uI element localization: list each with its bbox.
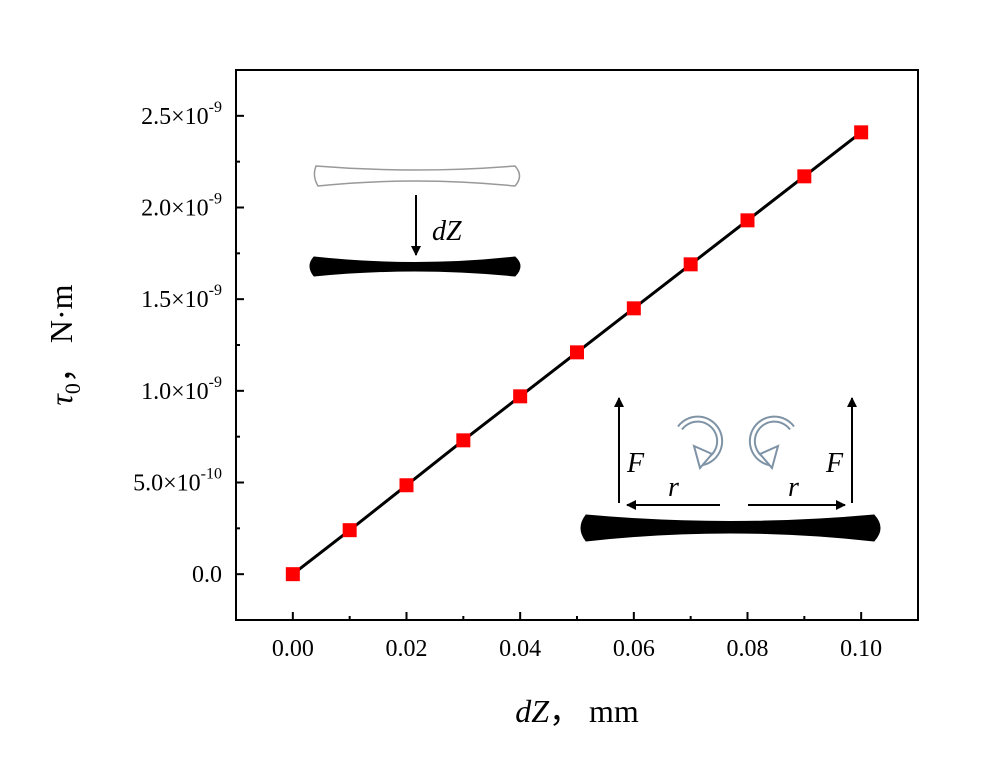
y-axis-title: τ0， N·m	[43, 284, 85, 405]
data-point	[626, 301, 641, 316]
y-tick-mantissa: 2.5×10	[141, 104, 209, 130]
y-tick-label: 2.0×10-9	[141, 191, 222, 222]
x-axis-unit: ， mm	[549, 693, 639, 729]
x-tick-label: 0.06	[613, 636, 655, 662]
y-tick-mantissa: 5.0×10	[133, 471, 201, 497]
x-tick-label: 0.08	[727, 636, 769, 662]
undeformed-beam-outline	[313, 165, 521, 187]
x-axis-title: dZ， mm	[515, 693, 639, 729]
y-axis-subscript: 0	[60, 383, 85, 394]
y-tick-label: 0.0	[192, 562, 222, 588]
data-point	[342, 523, 357, 538]
y-tick-exponent: -9	[209, 374, 222, 391]
deformed-beam	[309, 256, 521, 277]
y-tick-mantissa: 1.0×10	[141, 379, 209, 405]
displacement-label: dZ	[432, 216, 462, 247]
data-point	[740, 213, 755, 228]
y-tick-mantissa: 0.0	[192, 562, 222, 588]
x-tick-label: 0.02	[386, 636, 428, 662]
y-axis-ticks: 0.05.0×10-101.0×10-91.5×10-92.0×10-92.5×…	[133, 99, 244, 588]
y-tick-exponent: -9	[209, 282, 222, 299]
x-axis-ticks: 0.00 0.02 0.04 0.06 0.08 0.10	[272, 612, 882, 662]
y-tick-mantissa: 1.5×10	[141, 287, 209, 313]
y-tick-exponent: -10	[201, 466, 222, 483]
radius-label-right: r	[788, 472, 799, 503]
x-axis-variable: dZ	[515, 693, 550, 729]
force-label-right: F	[825, 448, 844, 479]
beam-under-torque	[580, 514, 881, 542]
y-tick-label: 1.0×10-9	[141, 374, 222, 405]
data-point	[513, 389, 528, 404]
data-point	[854, 125, 869, 140]
y-tick-mantissa: 2.0×10	[141, 196, 209, 222]
data-point	[570, 345, 584, 360]
inset-torque-schematic: F F r r	[580, 397, 881, 542]
force-label-left: F	[626, 448, 645, 479]
x-tick-label: 0.10	[840, 636, 882, 662]
y-tick-exponent: -9	[209, 191, 222, 208]
y-tick-label: 5.0×10-10	[133, 466, 222, 497]
series-markers	[285, 125, 869, 582]
y-axis-unit: ， N·m	[43, 284, 79, 383]
y-tick-label: 2.5×10-9	[141, 99, 222, 130]
y-tick-label: 1.5×10-9	[141, 282, 222, 313]
data-point	[285, 567, 300, 582]
x-tick-label: 0.00	[272, 636, 314, 662]
data-point	[797, 169, 812, 184]
data-point	[399, 478, 414, 493]
y-tick-exponent: -9	[209, 99, 222, 116]
data-point	[456, 433, 471, 448]
x-tick-label: 0.04	[499, 636, 541, 662]
data-point	[683, 257, 698, 272]
radius-label-left: r	[668, 472, 679, 503]
rotation-icon-clockwise	[677, 415, 724, 471]
inset-beam-displacement: dZ	[309, 165, 521, 277]
y-axis-variable: τ	[43, 393, 79, 406]
rotation-icon-counterclockwise	[748, 415, 795, 471]
